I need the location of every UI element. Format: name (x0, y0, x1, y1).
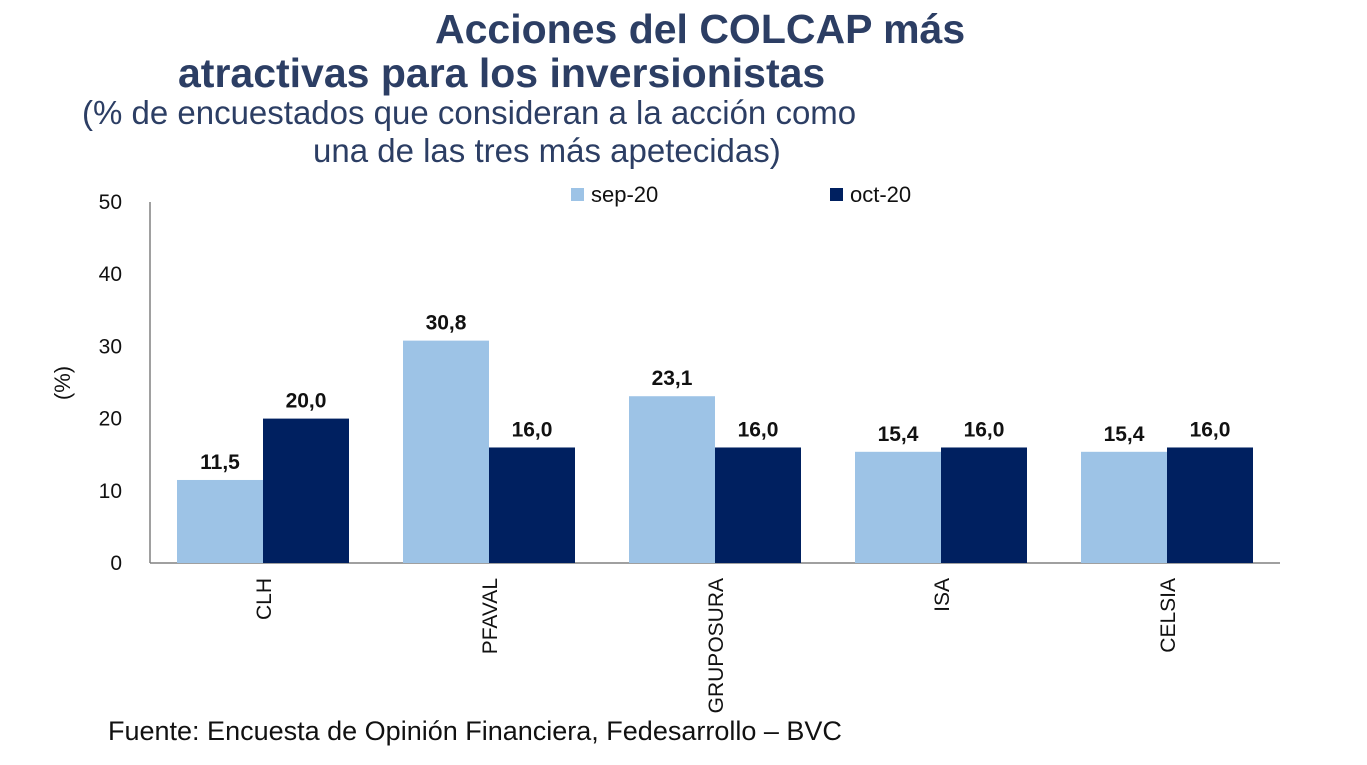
bar-oct-20 (489, 447, 575, 563)
y-tick-label: 30 (99, 335, 122, 358)
chart-subtitle-line2: una de las tres más apetecidas) (313, 132, 781, 169)
data-label: 15,4 (878, 423, 919, 446)
bar-sep-20 (855, 451, 941, 563)
data-label: 11,5 (200, 451, 240, 474)
x-tick-label: ISA (931, 578, 954, 612)
x-tick-label: CLH (253, 578, 276, 620)
legend-label: sep-20 (591, 182, 658, 207)
y-tick-label: 10 (99, 480, 122, 503)
data-label: 15,4 (1104, 423, 1145, 446)
y-tick-label: 0 (110, 552, 122, 575)
bar-sep-20 (403, 340, 489, 563)
data-label: 16,0 (738, 418, 779, 441)
y-axis-label: (%) (50, 366, 75, 400)
chart-title-line1: Acciones del COLCAP más (435, 6, 966, 52)
bar-oct-20 (263, 418, 349, 563)
bar-oct-20 (941, 447, 1027, 563)
legend-swatch-oct-20 (830, 188, 843, 201)
legend-label: oct-20 (850, 182, 911, 207)
bar-sep-20 (629, 396, 715, 563)
data-label: 30,8 (426, 312, 467, 335)
chart-title-line2: atractivas para los inversionistas (178, 50, 826, 96)
data-label: 16,0 (512, 418, 553, 441)
chart-subtitle-line1: (% de encuestados que consideran a la ac… (82, 94, 857, 131)
y-tick-label: 20 (99, 408, 122, 431)
y-tick-label: 40 (99, 263, 122, 286)
x-tick-label: GRUPOSURA (705, 578, 728, 713)
bar-oct-20 (1167, 447, 1253, 563)
source-note: Fuente: Encuesta de Opinión Financiera, … (108, 716, 842, 746)
legend-swatch-sep-20 (571, 188, 584, 201)
bar-sep-20 (177, 479, 263, 563)
data-label: 20,0 (286, 390, 327, 413)
bar-sep-20 (1081, 451, 1167, 563)
bar-chart: 0 10 20 30 40 50 (%) 11,5 20,0 CLH 30,8 16,0 PFAVAL 2… (50, 182, 1280, 713)
x-tick-label: PFAVAL (479, 578, 502, 654)
data-label: 23,1 (652, 367, 693, 390)
data-label: 16,0 (964, 418, 1005, 441)
y-tick-label: 50 (99, 191, 122, 214)
x-tick-label: CELSIA (1157, 578, 1180, 653)
data-label: 16,0 (1190, 418, 1231, 441)
bar-oct-20 (715, 447, 801, 563)
